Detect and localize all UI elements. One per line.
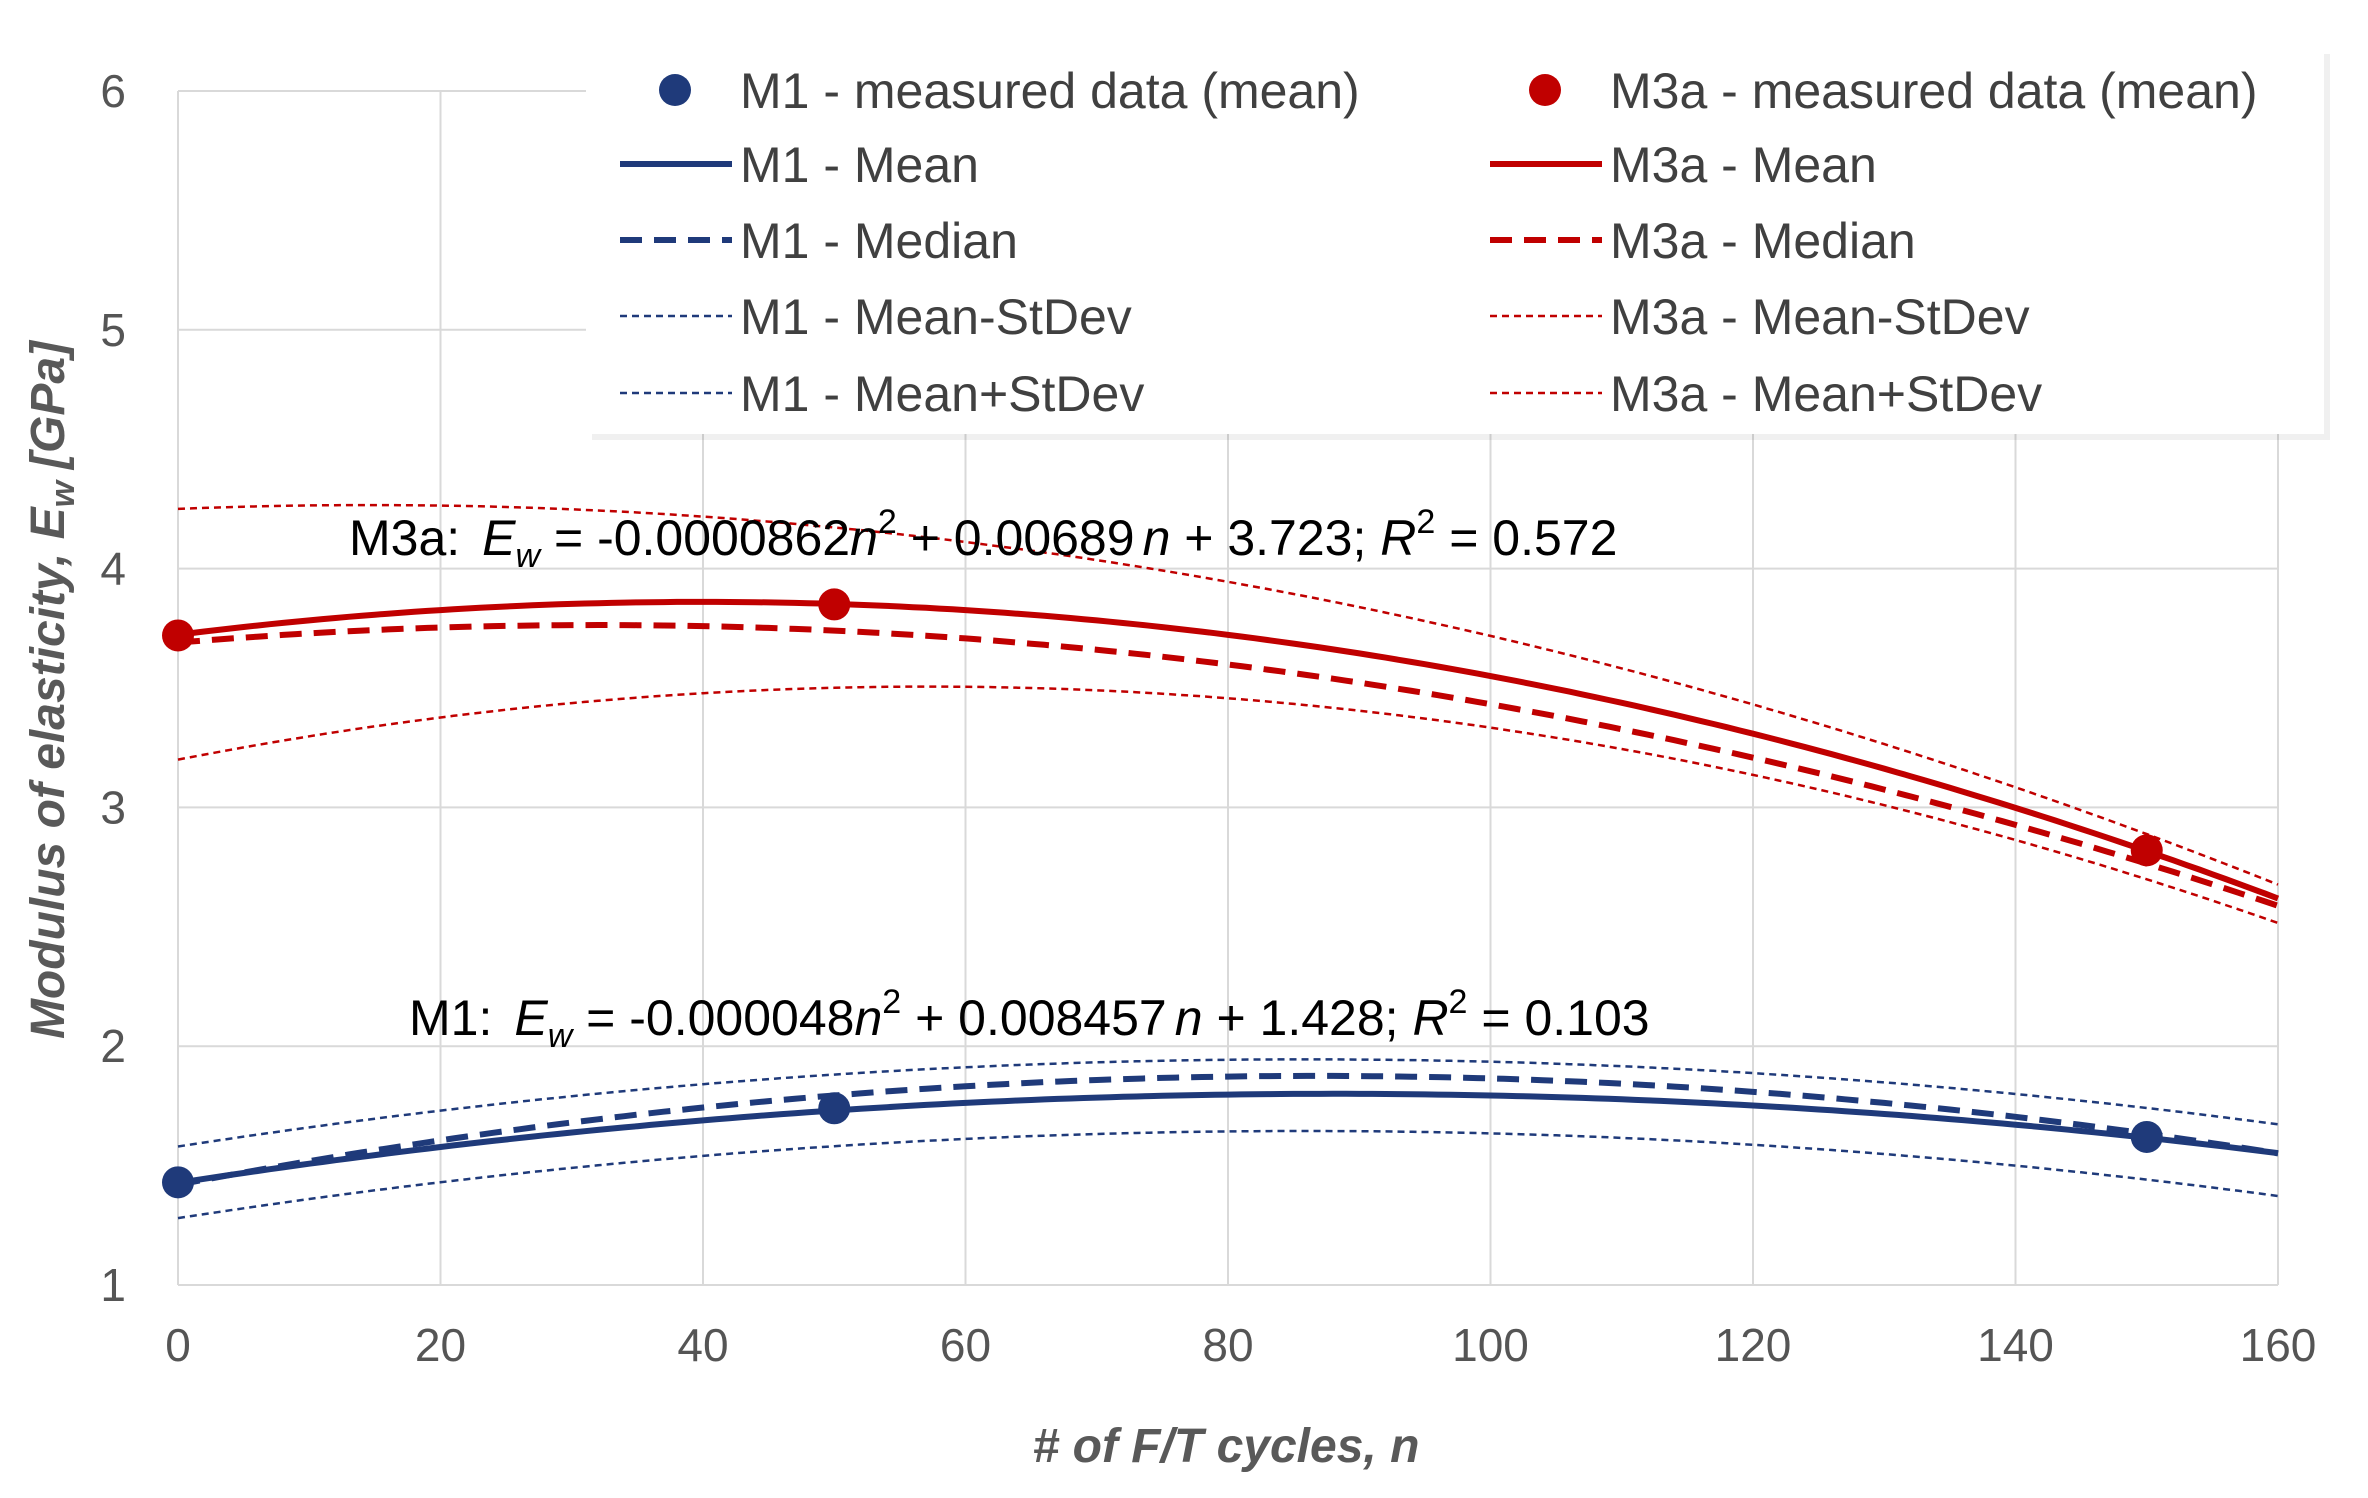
y-tick-label: 4 — [100, 543, 126, 595]
series-line-m3a-median — [177, 622, 2279, 909]
x-tick-label: 120 — [1715, 1319, 1792, 1371]
x-tick-label: 60 — [940, 1319, 991, 1371]
legend-items: M1 - measured data (mean) M1 - Mean M1 - M… — [620, 63, 2258, 422]
y-axis-title: Modulus of elasticity, Ew[GPa] — [22, 339, 82, 1039]
legend-label-m3a-mean-stdev: M3a - Mean-StDev — [1610, 289, 2030, 345]
y-tick-label: 1 — [100, 1259, 126, 1311]
legend-label-m3a-mean-stdev: M3a - Mean+StDev — [1610, 366, 2042, 422]
x-axis-title: # of F/T cycles, n — [1033, 1420, 1420, 1473]
data-markers — [162, 588, 2163, 1199]
legend-label-m1-median: M1 - Median — [740, 213, 1018, 269]
series-line-m3a-mean-stdev — [177, 503, 2279, 886]
y-tick-label: 5 — [100, 304, 126, 356]
data-point-m1 — [2130, 1120, 2163, 1153]
x-tick-label: 80 — [1202, 1319, 1253, 1371]
data-point-m1 — [162, 1166, 194, 1199]
data-point-m1 — [818, 1092, 851, 1125]
x-tick-label: 40 — [677, 1319, 728, 1371]
x-tick-label: 0 — [165, 1319, 191, 1371]
series-line-m1-mean-stdev — [177, 1058, 2279, 1148]
series-line-m3a-mean — [177, 598, 2280, 902]
legend-label-m1-mean: M1 - Mean — [740, 137, 979, 193]
legend-label-m3a-mean: M3a - Mean — [1610, 137, 1877, 193]
x-tick-label: 20 — [415, 1319, 466, 1371]
legend-label-m1-mean-stdev: M1 - Mean+StDev — [740, 366, 1144, 422]
equation-m1: M1: Ew = -0.000048n2 + 0.008457 n + 1.428;… — [409, 983, 1650, 1055]
x-tick-label: 100 — [1452, 1319, 1529, 1371]
x-tick-label: 140 — [1977, 1319, 2054, 1371]
data-point-m3a — [2130, 834, 2163, 867]
data-point-m3a — [162, 619, 194, 652]
series-line-m1-mean — [177, 1090, 2279, 1186]
series-lines — [177, 503, 2280, 1220]
legend-label-m1-measured-data-mean: M1 - measured data (mean) — [740, 63, 1360, 119]
tick-labels: 0 20 40 60 80 100 120 140 160 1 2 3 4 5 6 — [100, 65, 2316, 1371]
y-tick-label: 6 — [100, 65, 126, 117]
series-line-m3a-mean-stdev — [177, 685, 2279, 925]
legend-box — [586, 48, 2324, 434]
equation-m3a: M3a: Ew = -0.0000862n2 + 0.00689 n + 3.723… — [349, 503, 1617, 575]
x-tick-label: 160 — [2240, 1319, 2317, 1371]
legend-label-m3a-median: M3a - Median — [1610, 213, 1916, 269]
legend-marker-m1-measured-data-mean — [659, 74, 691, 106]
data-point-m3a — [818, 588, 851, 621]
legend-label-m1-mean-stdev: M1 - Mean-StDev — [740, 289, 1132, 345]
legend: M1 - measured data (mean) M1 - Mean M1 - M… — [586, 48, 2330, 440]
legend-label-m3a-measured-data-mean: M3a - measured data (mean) — [1610, 63, 2258, 119]
series-line-m1-mean-stdev — [177, 1129, 2279, 1220]
y-tick-label: 2 — [100, 1020, 126, 1072]
y-tick-label: 3 — [100, 781, 126, 833]
legend-marker-m3a-measured-data-mean — [1529, 74, 1561, 106]
series-line-m1-median — [177, 1072, 2279, 1188]
